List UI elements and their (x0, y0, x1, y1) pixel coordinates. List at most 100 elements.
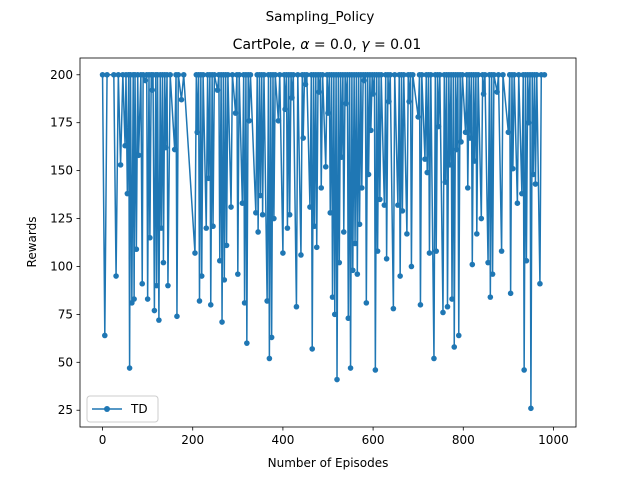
data-point (507, 290, 514, 297)
data-point (340, 229, 347, 235)
data-point (117, 162, 124, 168)
data-point (167, 71, 173, 78)
x-tick-label: 800 (452, 433, 475, 447)
data-point (232, 110, 239, 116)
data-point (480, 91, 487, 97)
data-point (203, 225, 210, 231)
data-point (343, 100, 349, 107)
data-point (210, 223, 216, 230)
data-point (431, 355, 437, 362)
data-point (530, 171, 536, 178)
data-point (235, 271, 241, 277)
data-point (494, 89, 500, 95)
data-point (294, 71, 301, 78)
data-point (325, 110, 331, 116)
data-point (449, 296, 455, 302)
y-tick-label: 75 (58, 307, 73, 321)
data-point (216, 257, 223, 264)
data-point (418, 71, 425, 78)
data-point (268, 334, 275, 341)
data-point (329, 294, 336, 300)
data-point (144, 296, 151, 302)
data-point (505, 129, 512, 136)
data-point (365, 171, 372, 178)
data-point (352, 240, 358, 247)
data-point (280, 250, 286, 256)
y-axis-label: Rewards (25, 217, 39, 268)
data-point (471, 158, 478, 164)
data-point (124, 190, 131, 197)
data-point (311, 223, 318, 230)
data-point (194, 129, 201, 136)
legend-label-td: TD (130, 402, 148, 416)
legend: TD (86, 395, 159, 423)
data-point (370, 91, 376, 97)
data-point (219, 319, 225, 325)
chart-title: CartPole, α = 0.0, γ = 0.01 (233, 37, 422, 53)
data-point (404, 231, 410, 237)
data-point (444, 303, 451, 310)
legend-marker-td (104, 406, 110, 412)
data-point (255, 229, 261, 235)
data-point (174, 313, 180, 320)
data-point (300, 135, 307, 141)
data-point (192, 250, 198, 256)
data-point (478, 215, 485, 222)
data-point (160, 259, 167, 266)
data-point (446, 162, 453, 168)
y-tick-label: 175 (50, 116, 73, 130)
data-point (131, 296, 137, 302)
data-point (207, 302, 214, 308)
data-point (276, 71, 283, 78)
x-tick-label: 200 (181, 433, 204, 447)
data-point (284, 225, 291, 231)
data-point (397, 273, 403, 279)
data-point (200, 71, 206, 78)
chart-suptitle: Sampling_Policy (266, 9, 375, 25)
data-point (165, 282, 171, 289)
data-point (162, 144, 169, 151)
data-point (467, 135, 473, 141)
data-point (180, 71, 187, 78)
data-point (178, 96, 185, 103)
data-point (514, 200, 521, 206)
data-point (395, 202, 401, 208)
data-point (156, 317, 162, 323)
data-point (519, 190, 525, 197)
data-point (298, 252, 304, 258)
legend-box (86, 395, 159, 423)
data-point (318, 185, 325, 191)
data-point (433, 248, 440, 254)
data-point (372, 367, 379, 373)
data-point (111, 71, 117, 78)
data-point (475, 71, 481, 78)
data-point (440, 309, 446, 316)
data-point (381, 202, 388, 208)
y-tick-label: 25 (58, 403, 73, 417)
data-point (354, 271, 361, 277)
data-point (229, 71, 236, 78)
plot-frame (79, 57, 577, 428)
data-point (282, 106, 288, 113)
data-point (236, 71, 242, 78)
data-point (302, 81, 309, 88)
data-point (408, 263, 415, 270)
data-point (225, 71, 231, 78)
data-point (451, 344, 458, 350)
data-point (489, 271, 496, 277)
data-point (253, 209, 259, 216)
data-point (485, 259, 491, 266)
data-point (521, 367, 527, 373)
data-point (221, 277, 228, 283)
data-point (286, 211, 293, 218)
data-point (196, 298, 203, 304)
data-point (331, 311, 338, 318)
data-point (307, 204, 313, 210)
data-point (464, 185, 471, 191)
data-point (422, 156, 428, 162)
data-point (399, 208, 406, 214)
data-point (247, 71, 254, 78)
data-point (113, 273, 119, 279)
x-tick-label: 0 (99, 433, 107, 447)
